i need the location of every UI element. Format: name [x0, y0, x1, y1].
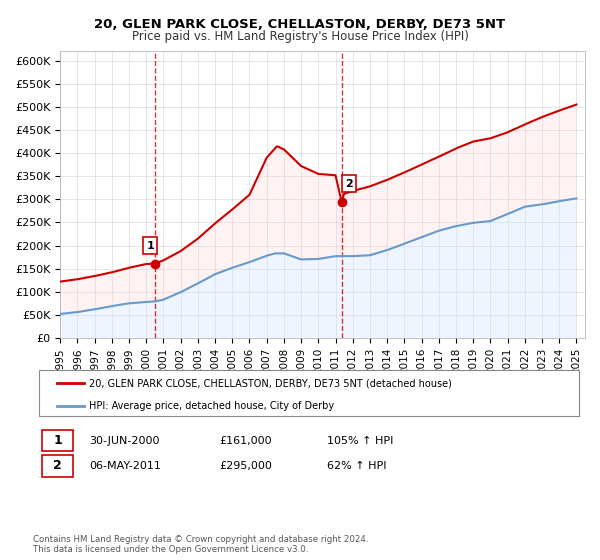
Text: 06-MAY-2011: 06-MAY-2011: [89, 461, 161, 471]
Text: 20, GLEN PARK CLOSE, CHELLASTON, DERBY, DE73 5NT: 20, GLEN PARK CLOSE, CHELLASTON, DERBY, …: [94, 18, 506, 31]
Text: £295,000: £295,000: [219, 461, 272, 471]
Text: 30-JUN-2000: 30-JUN-2000: [89, 436, 160, 446]
Text: 1: 1: [53, 434, 62, 447]
Text: HPI: Average price, detached house, City of Derby: HPI: Average price, detached house, City…: [89, 401, 334, 411]
Text: 20, GLEN PARK CLOSE, CHELLASTON, DERBY, DE73 5NT (detached house): 20, GLEN PARK CLOSE, CHELLASTON, DERBY, …: [89, 378, 452, 388]
Text: This data is licensed under the Open Government Licence v3.0.: This data is licensed under the Open Gov…: [33, 545, 308, 554]
Text: Price paid vs. HM Land Registry's House Price Index (HPI): Price paid vs. HM Land Registry's House …: [131, 30, 469, 43]
Text: Contains HM Land Registry data © Crown copyright and database right 2024.: Contains HM Land Registry data © Crown c…: [33, 535, 368, 544]
Text: 1: 1: [146, 241, 154, 251]
Text: 2: 2: [53, 459, 62, 473]
Text: 2: 2: [345, 179, 353, 189]
Text: 105% ↑ HPI: 105% ↑ HPI: [327, 436, 394, 446]
Text: £161,000: £161,000: [219, 436, 272, 446]
Text: 62% ↑ HPI: 62% ↑ HPI: [327, 461, 386, 471]
